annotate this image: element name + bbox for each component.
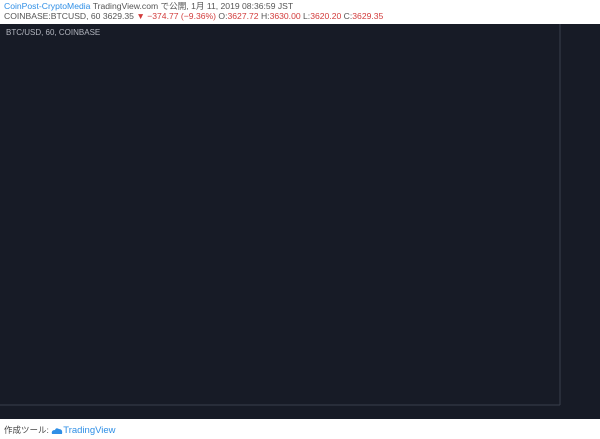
change: ▼ −374.77 (−9.36%) [136,11,217,21]
ohlc: O:3627.72 H:3630.00 L:3620.20 C:3629.35 [218,11,383,21]
header-line: COINBASE:BTCUSD, 60 3629.35 ▼ −374.77 (−… [4,11,383,21]
ohlc-key: L: [303,11,311,21]
header: CoinPost-CryptoMedia TradingView.com で公開… [4,1,383,21]
published: TradingView.com で公開, 1月 11, 2019 08:36:5… [92,1,294,11]
chart: BTC/USD, 60, COINBASE [0,24,600,419]
footer: 作成ツール: TradingView [4,424,116,436]
ohlc-value: 3630.00 [269,11,301,21]
header-line: CoinPost-CryptoMedia TradingView.com で公開… [4,1,383,11]
chart-title: BTC/USD, 60, COINBASE [6,28,100,37]
last: 3629.35 [102,11,134,21]
chart-background [0,24,600,419]
ohlc-key: O: [218,11,228,21]
publisher[interactable]: CoinPost-CryptoMedia [4,1,91,11]
symbol: COINBASE:BTCUSD, 60 [4,11,101,21]
ohlc-key: H: [260,11,270,21]
ohlc-value: 3627.72 [227,11,259,21]
brand[interactable]: TradingView [63,425,116,436]
logo [52,427,63,434]
made-with: 作成ツール: [4,425,49,435]
ohlc-key: C: [343,11,353,21]
ohlc-value: 3620.20 [310,11,342,21]
ohlc-value: 3629.35 [352,11,384,21]
